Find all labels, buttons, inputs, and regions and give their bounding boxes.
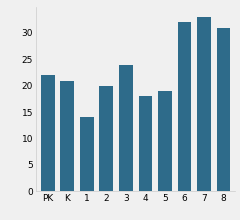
Bar xyxy=(197,17,211,191)
Bar xyxy=(80,117,94,191)
Bar xyxy=(41,75,54,191)
Bar xyxy=(99,86,113,191)
Bar xyxy=(60,81,74,191)
Bar xyxy=(138,96,152,191)
Bar xyxy=(178,22,191,191)
Bar xyxy=(119,65,133,191)
Bar xyxy=(217,28,230,191)
Bar xyxy=(158,91,172,191)
